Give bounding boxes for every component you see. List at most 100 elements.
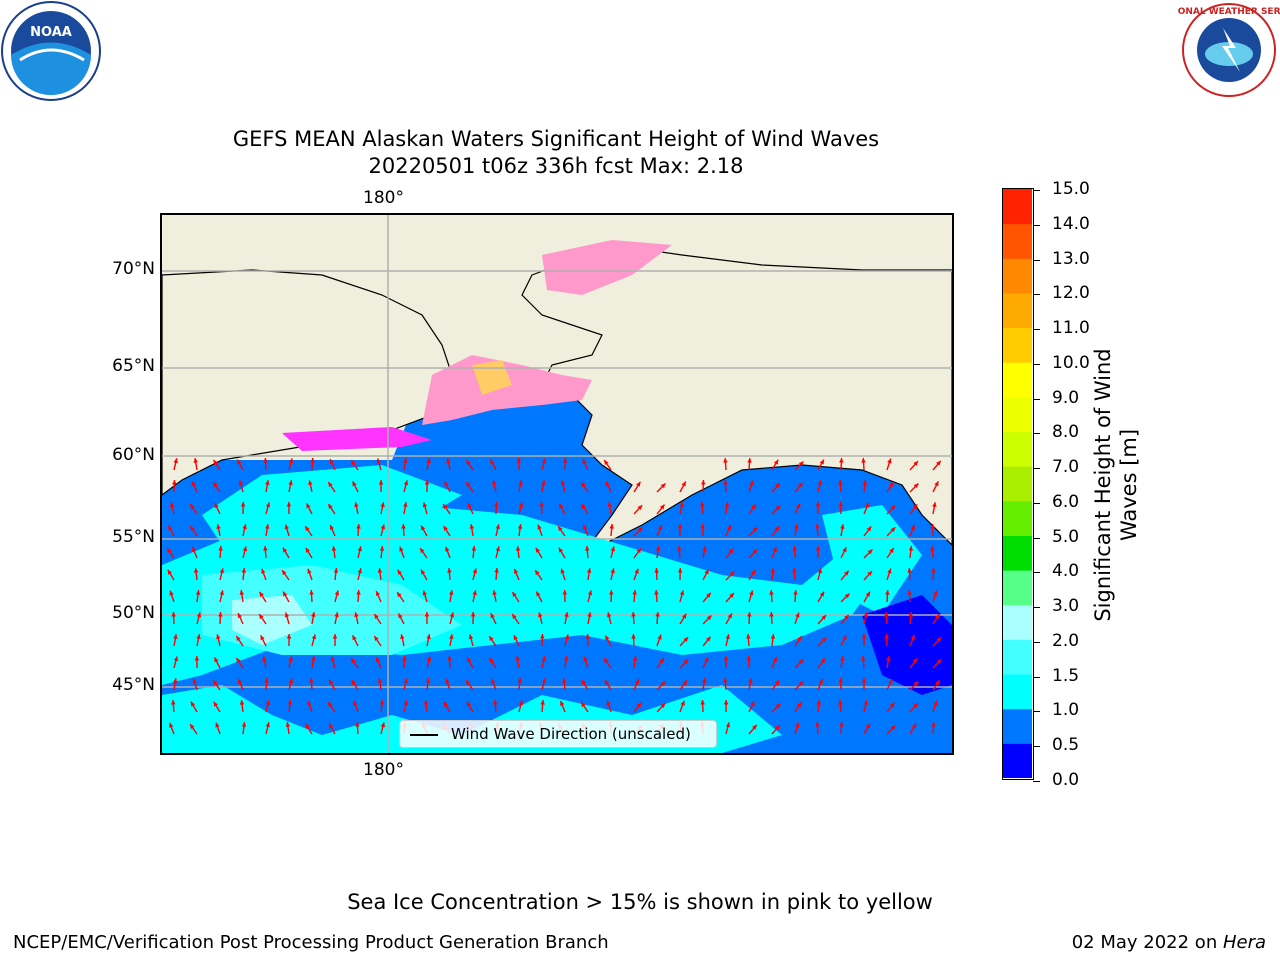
- wind-arrow-head: [168, 525, 173, 531]
- wind-arrow-head: [660, 483, 666, 489]
- wind-arrow-head: [890, 505, 896, 511]
- wind-arrow-head: [604, 679, 610, 685]
- wind-arrow-head: [746, 656, 752, 661]
- wind-arrow-head: [867, 571, 873, 576]
- wind-arrow-head: [608, 590, 614, 595]
- colorbar-swatches: [1003, 189, 1032, 779]
- wind-arrow-head: [380, 502, 385, 508]
- wind-arrow-head: [190, 504, 195, 510]
- wind-arrow-head: [193, 458, 199, 463]
- wind-arrow-head: [560, 700, 565, 706]
- wind-arrow-head: [632, 590, 637, 595]
- wind-arrow-head: [403, 480, 409, 486]
- wind-arrow-head: [218, 546, 223, 551]
- colorbar-tick-label: 1.5: [1052, 665, 1080, 686]
- wind-arrow-head: [311, 612, 316, 617]
- wind-arrow-head: [931, 722, 936, 727]
- wind-arrow-head: [264, 524, 270, 529]
- wind-arrow-head: [793, 590, 798, 595]
- wind-arrow-head: [469, 524, 475, 529]
- wind-arrow-head: [798, 681, 804, 687]
- wind-arrow-head: [356, 590, 361, 595]
- colorbar-tick-mark: [1033, 676, 1040, 678]
- wind-arrow-head: [443, 525, 448, 531]
- wind-arrow-head: [265, 480, 270, 485]
- wind-arrow-head: [403, 458, 408, 463]
- wind-arrow-head: [864, 502, 869, 508]
- colorbar-tick-label: 14.0: [1052, 213, 1090, 234]
- wind-arrow-head: [610, 546, 616, 552]
- wind-arrow-head: [397, 592, 402, 598]
- wind-arrow-head: [449, 634, 454, 639]
- wind-arrow-head: [379, 546, 385, 551]
- colorbar-tick-label: 3.0: [1052, 596, 1080, 617]
- wind-arrow-head: [723, 700, 729, 705]
- colorbar-tick-mark: [1033, 607, 1040, 609]
- wind-arrow-head: [352, 635, 357, 641]
- wind-arrow-head: [842, 547, 847, 553]
- wind-arrow-head: [219, 568, 225, 574]
- colorbar-tick-mark: [1033, 433, 1040, 435]
- wind-arrow-head: [420, 548, 425, 554]
- wind-arrow-head: [838, 502, 844, 507]
- wind-arrow-head: [329, 723, 334, 729]
- wind-arrow-head: [283, 591, 288, 597]
- wind-arrow-head: [422, 502, 428, 508]
- wind-arrow-head: [514, 568, 519, 574]
- wind-arrow-head: [910, 524, 915, 530]
- wind-arrow-head: [331, 546, 337, 551]
- wind-arrow-head: [471, 546, 477, 551]
- wind-arrow-head: [752, 527, 758, 533]
- wind-arrow-head: [913, 461, 919, 466]
- wind-arrow-head: [844, 570, 849, 576]
- colorbar-tick-mark: [1033, 398, 1040, 400]
- wind-arrow-head: [585, 634, 591, 639]
- wind-arrow-head: [239, 700, 245, 705]
- wind-arrow-head: [797, 701, 802, 707]
- wind-arrow-head: [169, 722, 174, 728]
- wind-arrow-head: [517, 524, 523, 529]
- colorbar-label-line2: Waves [m]: [1117, 428, 1141, 542]
- wind-arrow-head: [564, 612, 569, 618]
- wind-arrow-head: [516, 458, 522, 463]
- wind-arrow-head: [329, 524, 335, 530]
- wind-arrow-head: [357, 546, 362, 552]
- wind-arrow-head: [728, 548, 734, 554]
- wind-arrow-head: [215, 722, 220, 728]
- wind-arrow-head: [512, 591, 517, 597]
- colorbar-swatch: [1003, 604, 1032, 640]
- wind-arrow-head: [582, 459, 587, 465]
- wind-arrow-head: [865, 591, 871, 597]
- wind-arrow-head: [838, 678, 844, 683]
- wind-arrow-head: [774, 526, 780, 532]
- wind-arrow-head: [536, 591, 541, 597]
- wind-arrow-head: [467, 657, 472, 663]
- wind-arrow-head: [400, 634, 405, 640]
- wind-arrow-head: [284, 524, 290, 530]
- footer-date-text: 02 May 2022 on: [1071, 932, 1223, 953]
- wind-arrow-head: [397, 569, 402, 575]
- colorbar-swatch: [1003, 431, 1032, 467]
- wind-arrow-head: [660, 703, 666, 709]
- wind-arrow-head: [772, 546, 777, 552]
- wind-arrow-head: [723, 656, 729, 661]
- wind-arrow-head: [443, 701, 448, 707]
- wind-arrow-head: [890, 702, 895, 708]
- wind-arrow-head: [839, 722, 844, 727]
- wind-arrow-head: [634, 679, 640, 685]
- wind-arrow-head: [884, 612, 889, 617]
- wind-arrow-head: [636, 481, 641, 487]
- wind-arrow-head: [518, 480, 523, 486]
- wind-arrow-head: [330, 656, 336, 662]
- wind-arrow-head: [541, 480, 546, 485]
- wind-arrow-head: [190, 724, 195, 730]
- lat-label-65: 65°N: [112, 356, 155, 376]
- wind-arrow-head: [426, 656, 432, 662]
- wind-arrow-head: [352, 481, 357, 487]
- wind-arrow-head: [792, 568, 797, 573]
- wind-arrow-head: [493, 700, 498, 705]
- nws-logo: NATIONAL WEATHER SERVICE: [1154, 0, 1280, 100]
- wind-arrow-head: [793, 524, 799, 529]
- colorbar-swatch: [1003, 570, 1032, 606]
- colorbar-tick-label: 0.5: [1052, 735, 1080, 756]
